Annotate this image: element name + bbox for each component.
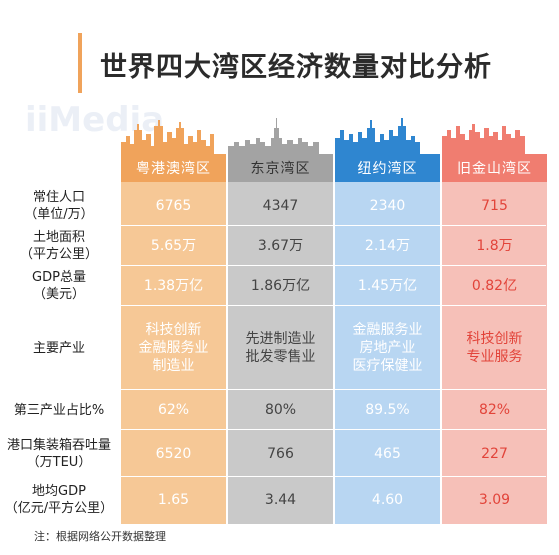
- column-bg-tokyo: [228, 154, 333, 524]
- column-bg-newyork: [335, 154, 440, 524]
- title-accent-bar: [78, 33, 82, 93]
- cell-population-sanfrancisco: 715: [481, 198, 508, 214]
- cell-main-industries-newyork: 金融服务业 房地产业 医疗保健业: [352, 322, 423, 374]
- row-label-population: 常住人口 （单位/万）: [24, 190, 94, 222]
- column-header-guangdong: 粤港澳湾区: [121, 154, 226, 182]
- row-divider: [4, 476, 546, 477]
- cell-population-guangdong: 6765: [155, 198, 192, 214]
- row-label-main-industries: 主要产业: [32, 340, 85, 356]
- cell-port-throughput-sanfrancisco: 227: [481, 445, 508, 462]
- column-header-tokyo: 东京湾区: [228, 154, 333, 182]
- row-label-port-throughput: 港口集装箱吞吐量 （万TEU）: [6, 437, 111, 470]
- skyline-sanfrancisco-icon: [442, 124, 525, 154]
- cell-main-industries-tokyo: 先进制造业 批发零售业: [245, 331, 316, 365]
- cell-gdp-per-area-tokyo: 3.44: [264, 491, 297, 508]
- cell-gdp-total-guangdong: 1.38万亿: [143, 278, 204, 294]
- column-header-sanfrancisco: 旧金山湾区: [442, 154, 547, 182]
- cell-tertiary-share-newyork: 89.5%: [365, 402, 410, 418]
- column-header-newyork: 纽约湾区: [335, 154, 440, 182]
- cell-gdp-total-tokyo: 1.86万亿: [250, 278, 311, 294]
- cell-population-tokyo: 4347: [262, 198, 299, 214]
- cell-tertiary-share-tokyo: 80%: [264, 402, 297, 418]
- cell-gdp-total-sanfrancisco: 0.82亿: [471, 278, 518, 294]
- cell-population-newyork: 2340: [369, 198, 406, 214]
- page-title: 世界四大湾区经济数量对比分析: [100, 52, 492, 83]
- skyline-tokyo-icon: [228, 118, 319, 154]
- cell-gdp-per-area-sanfrancisco: 3.09: [478, 491, 511, 508]
- cell-land-area-sanfrancisco: 1.8万: [476, 238, 513, 254]
- row-divider: [4, 265, 546, 266]
- column-bg-sanfrancisco: [442, 154, 547, 524]
- row-label-gdp-per-area: 地均GDP （亿元/平方公里）: [4, 483, 114, 516]
- cell-port-throughput-tokyo: 766: [267, 445, 294, 462]
- cell-gdp-per-area-newyork: 4.60: [371, 491, 404, 508]
- cell-port-throughput-newyork: 465: [374, 445, 401, 462]
- row-label-tertiary-share: 第三产业占比%: [13, 402, 105, 418]
- cell-gdp-total-newyork: 1.45万亿: [357, 278, 418, 294]
- cell-tertiary-share-guangdong: 62%: [157, 402, 190, 418]
- row-divider: [4, 429, 546, 430]
- row-divider: [4, 305, 546, 306]
- cell-tertiary-share-sanfrancisco: 82%: [478, 402, 511, 418]
- row-divider: [4, 389, 546, 390]
- skyline-guangdong-icon: [121, 120, 214, 154]
- column-bg-guangdong: [121, 154, 226, 524]
- row-label-land-area: 土地面积 （平方公里）: [19, 230, 98, 262]
- cell-gdp-per-area-guangdong: 1.65: [157, 491, 190, 508]
- cell-land-area-guangdong: 5.65万: [150, 238, 197, 254]
- cell-main-industries-sanfrancisco: 科技创新 专业服务: [466, 331, 523, 365]
- footnote: 注：根据网络公开数据整理: [34, 530, 166, 543]
- cell-port-throughput-guangdong: 6520: [155, 445, 192, 462]
- cell-main-industries-guangdong: 科技创新 金融服务业 制造业: [138, 322, 209, 374]
- row-divider: [4, 225, 546, 226]
- cell-land-area-newyork: 2.14万: [364, 238, 411, 254]
- skyline-newyork-icon: [335, 118, 420, 154]
- cell-land-area-tokyo: 3.67万: [257, 238, 304, 254]
- row-label-gdp-total: GDP总量 （美元）: [32, 270, 86, 302]
